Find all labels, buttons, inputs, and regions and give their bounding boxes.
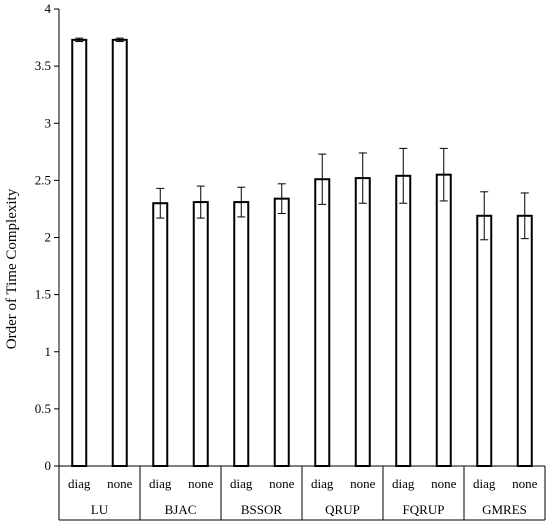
y-tick-label: 2 — [45, 230, 52, 245]
y-tick-label: 0.5 — [35, 401, 51, 416]
x-sub-label: none — [107, 476, 133, 491]
x-sub-label: none — [269, 476, 295, 491]
x-sub-label: diag — [149, 476, 172, 491]
bar — [192, 201, 209, 468]
bar — [476, 214, 493, 467]
bar — [273, 197, 290, 467]
x-group-label: FQRUP — [403, 502, 445, 517]
error-bars — [75, 37, 529, 241]
x-group-label: QRUP — [325, 502, 360, 517]
bar — [395, 174, 412, 467]
x-sub-label: diag — [311, 476, 334, 491]
axes — [58, 9, 546, 521]
x-group-label: BJAC — [165, 502, 197, 517]
x-group-label: LU — [91, 502, 109, 517]
bar — [516, 214, 533, 467]
x-sub-label: none — [350, 476, 376, 491]
bar — [314, 178, 331, 467]
bar — [111, 38, 128, 467]
bar — [71, 38, 88, 467]
x-sub-label: diag — [392, 476, 415, 491]
y-tick-label: 4 — [45, 1, 52, 16]
y-tick-label: 0 — [45, 458, 52, 473]
x-sub-label: diag — [68, 476, 91, 491]
x-sub-label: none — [512, 476, 538, 491]
bar — [354, 177, 371, 467]
x-group-label: BSSOR — [241, 502, 283, 517]
y-tick-label: 1 — [45, 344, 52, 359]
x-group-label: GMRES — [482, 502, 527, 517]
y-tick-label: 3.5 — [35, 58, 51, 73]
bar — [435, 173, 452, 467]
y-tick-label: 3 — [45, 115, 52, 130]
y-ticks: 0 0.5 1 1.5 2 2.5 3 3.5 4 — [35, 1, 59, 473]
y-tick-label: 1.5 — [35, 287, 51, 302]
bar — [152, 202, 169, 467]
y-tick-label: 2.5 — [35, 172, 51, 187]
bars — [71, 38, 533, 468]
x-sub-label: diag — [473, 476, 496, 491]
bar — [233, 201, 250, 468]
y-axis-label: Order of Time Complexity — [4, 188, 20, 349]
x-sub-label: none — [431, 476, 457, 491]
x-sub-label: none — [188, 476, 214, 491]
x-sub-label: diag — [230, 476, 253, 491]
